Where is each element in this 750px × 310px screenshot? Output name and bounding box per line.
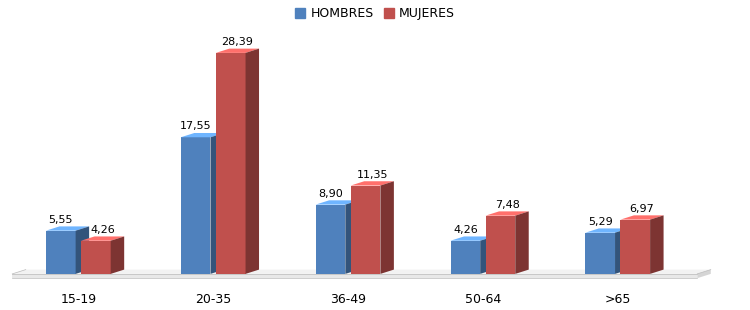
Text: 4,26: 4,26 (90, 225, 115, 235)
Bar (46, 231, 76, 274)
Text: 6,97: 6,97 (630, 204, 655, 214)
Polygon shape (451, 237, 494, 241)
Polygon shape (111, 237, 125, 274)
Bar (351, 186, 380, 274)
Bar (485, 216, 515, 274)
Polygon shape (620, 215, 664, 219)
Polygon shape (12, 274, 698, 278)
Polygon shape (485, 211, 529, 216)
Polygon shape (46, 226, 89, 231)
Bar (81, 241, 111, 274)
Polygon shape (12, 270, 711, 274)
Polygon shape (316, 200, 358, 205)
Polygon shape (211, 133, 224, 274)
Polygon shape (76, 226, 89, 274)
Text: 28,39: 28,39 (221, 37, 254, 47)
Bar (181, 137, 211, 274)
Text: 5,29: 5,29 (588, 217, 613, 227)
Legend: HOMBRES, MUJERES: HOMBRES, MUJERES (290, 2, 460, 25)
Text: 4,26: 4,26 (453, 225, 478, 235)
Polygon shape (181, 133, 224, 137)
Bar (451, 241, 480, 274)
Text: 17,55: 17,55 (180, 122, 212, 131)
Polygon shape (615, 228, 628, 274)
Polygon shape (81, 237, 124, 241)
Text: 11,35: 11,35 (356, 170, 388, 180)
Polygon shape (380, 181, 394, 274)
Polygon shape (480, 237, 494, 274)
Bar (316, 205, 345, 274)
Polygon shape (345, 200, 358, 274)
Polygon shape (585, 228, 628, 233)
Text: 7,48: 7,48 (495, 200, 520, 210)
Bar (620, 219, 650, 274)
Polygon shape (698, 270, 711, 278)
Text: 8,90: 8,90 (318, 189, 343, 199)
Text: 5,55: 5,55 (49, 215, 73, 225)
Polygon shape (650, 215, 664, 274)
Bar (585, 233, 615, 274)
Polygon shape (216, 49, 259, 53)
Polygon shape (245, 49, 259, 274)
Polygon shape (351, 181, 394, 186)
Polygon shape (515, 211, 529, 274)
Bar (216, 53, 245, 274)
